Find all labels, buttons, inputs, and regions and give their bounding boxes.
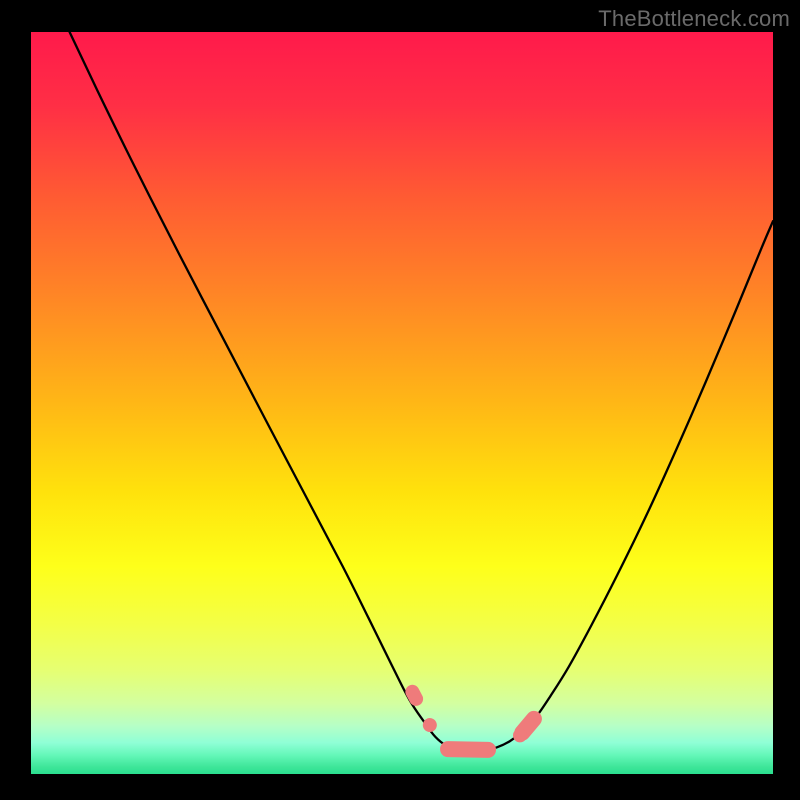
curve-marker-capsule xyxy=(440,741,496,758)
bottleneck-curve xyxy=(70,32,773,751)
plot-svg xyxy=(31,32,773,774)
plot-area xyxy=(31,32,773,774)
curve-marker-dot xyxy=(513,728,527,742)
curve-marker-capsule xyxy=(420,715,439,734)
outer-frame: TheBottleneck.com xyxy=(0,0,800,800)
watermark-text: TheBottleneck.com xyxy=(598,6,790,32)
